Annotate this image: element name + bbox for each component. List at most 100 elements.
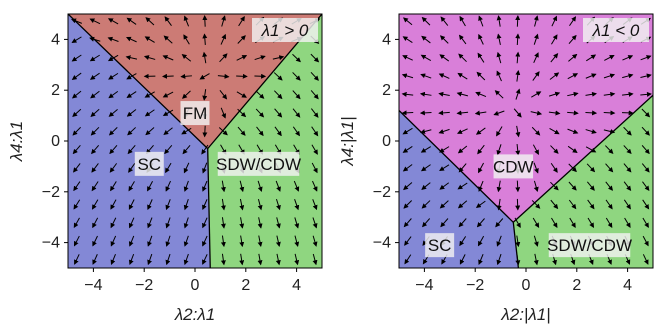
streamline-arrow xyxy=(438,128,450,134)
streamline-arrow xyxy=(404,236,412,246)
streamline-arrow xyxy=(548,110,561,116)
streamline-arrow xyxy=(531,126,541,136)
streamline-arrow xyxy=(550,199,559,210)
y-tick-label: 2 xyxy=(382,82,391,99)
streamline-arrow xyxy=(255,108,265,118)
streamline-arrow xyxy=(110,199,117,210)
streamline-arrow xyxy=(108,127,118,136)
streamline-arrow xyxy=(73,235,80,247)
streamline-arrow xyxy=(128,253,135,266)
streamline-arrow xyxy=(180,73,192,79)
x-tick-label: −2 xyxy=(466,277,484,294)
streamline-arrow xyxy=(181,54,192,62)
streamline-arrow xyxy=(568,53,578,62)
streamline-arrow xyxy=(533,15,539,27)
streamline-arrow xyxy=(587,199,595,210)
streamline-arrow xyxy=(515,88,521,100)
streamline-arrow xyxy=(551,217,558,228)
streamline-arrow xyxy=(292,108,301,118)
phase-boundary-line xyxy=(207,148,211,268)
streamline-arrow xyxy=(585,73,597,79)
streamline-arrow xyxy=(292,90,301,100)
streamline-arrow xyxy=(478,15,484,27)
streamline-arrow xyxy=(273,72,283,81)
streamline-arrow xyxy=(624,217,631,228)
region-label: SC xyxy=(428,236,452,255)
streamline-arrow xyxy=(182,90,191,99)
streamline-arrow xyxy=(401,73,414,79)
streamline-arrow xyxy=(128,181,135,192)
streamline-arrow xyxy=(605,163,614,173)
streamline-arrow xyxy=(496,144,502,156)
streamline-arrow xyxy=(622,73,634,79)
streamline-arrow xyxy=(73,181,81,192)
streamline-arrow xyxy=(90,90,100,99)
streamline-arrow xyxy=(219,53,228,63)
streamline-arrow xyxy=(128,235,135,247)
streamline-arrow xyxy=(89,72,100,80)
streamline-arrow xyxy=(533,33,539,45)
streamline-arrow xyxy=(623,145,632,155)
left-panel: FM SC SDW/CDW −4 −2 0 2 4 4 2 0 −2 −4 λ2:λ… xyxy=(7,13,323,324)
streamline-arrow xyxy=(422,218,431,228)
streamline-arrow xyxy=(91,145,100,155)
streamline-arrow xyxy=(108,109,118,117)
streamline-arrow xyxy=(310,90,319,100)
streamline-arrow xyxy=(402,55,413,61)
streamline-arrow xyxy=(533,253,539,266)
streamline-arrow xyxy=(515,235,521,248)
left-region-labels: FM SC SDW/CDW xyxy=(134,101,301,176)
streamline-arrow xyxy=(182,144,191,155)
streamline-arrow xyxy=(109,145,118,155)
streamline-arrow xyxy=(567,73,579,80)
streamline-arrow xyxy=(421,200,431,209)
streamline-arrow xyxy=(202,235,208,247)
right-boundaries xyxy=(399,94,653,268)
region-label-bg xyxy=(493,154,534,179)
streamline-arrow xyxy=(531,91,542,98)
streamline-arrow xyxy=(569,217,576,228)
streamline-arrow xyxy=(220,198,226,211)
region-fm xyxy=(68,14,322,149)
streamline-arrow xyxy=(550,145,559,154)
streamline-arrow xyxy=(421,35,431,44)
streamline-arrow xyxy=(477,144,485,155)
streamline-arrow xyxy=(73,217,80,229)
streamline-arrow xyxy=(475,127,486,135)
streamline-arrow xyxy=(202,254,208,265)
streamline-arrow xyxy=(496,15,502,27)
streamline-arrow xyxy=(147,181,153,192)
streamline-arrow xyxy=(515,15,521,27)
streamline-arrow xyxy=(549,128,560,135)
streamline-arrow xyxy=(294,199,300,211)
streamline-arrow xyxy=(642,199,650,210)
streamline-arrow xyxy=(165,180,171,192)
streamline-arrow xyxy=(420,73,432,79)
streamline-arrow xyxy=(147,253,153,266)
streamline-arrow xyxy=(475,200,486,208)
streamline-arrow xyxy=(439,35,449,44)
region-label: FM xyxy=(183,104,208,123)
streamline-arrow xyxy=(641,108,651,118)
streamline-arrow xyxy=(476,218,485,228)
streamline-arrow xyxy=(530,110,543,116)
streamline-arrow xyxy=(73,199,81,210)
right-ticks xyxy=(395,38,629,272)
streamline-arrow xyxy=(438,91,450,97)
streamline-arrow xyxy=(202,89,208,101)
streamline-arrow xyxy=(294,235,300,247)
streamline-arrow xyxy=(220,253,226,266)
streamline-arrow xyxy=(89,18,101,25)
streamline-arrow xyxy=(202,15,208,27)
streamline-arrow xyxy=(623,181,632,191)
streamline-arrow xyxy=(220,33,227,45)
region-sdw-cdw xyxy=(207,14,322,268)
streamline-arrow xyxy=(551,15,558,27)
region-sc xyxy=(68,14,211,268)
streamline-arrow xyxy=(515,180,521,193)
streamline-arrow xyxy=(202,199,208,211)
streamline-arrow xyxy=(143,55,156,60)
streamline-arrow xyxy=(475,91,487,98)
streamline-arrow xyxy=(254,55,266,61)
